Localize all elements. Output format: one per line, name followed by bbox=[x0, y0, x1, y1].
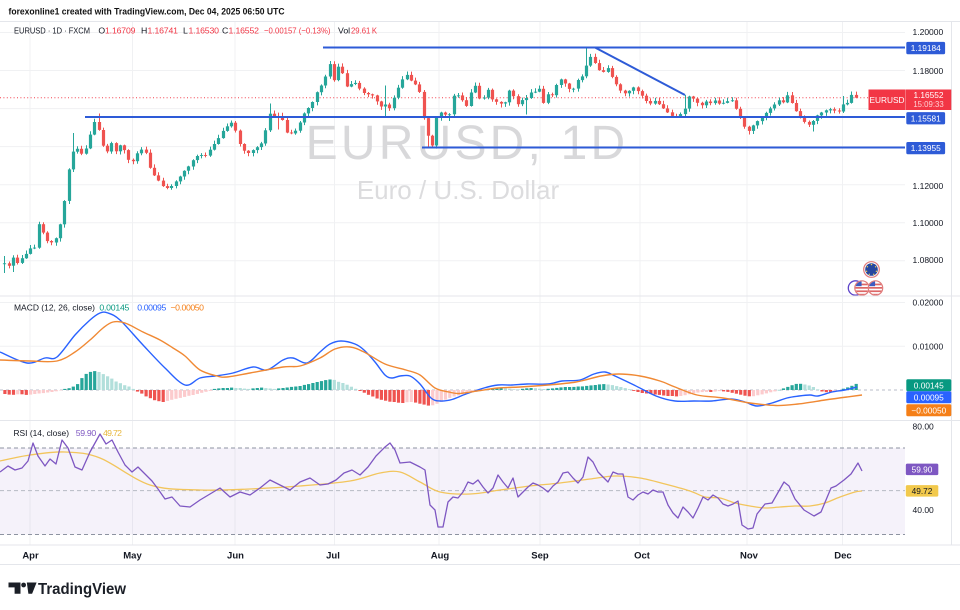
svg-text:−0.00050: −0.00050 bbox=[171, 303, 205, 313]
svg-text:Jun: Jun bbox=[227, 551, 244, 562]
svg-text:1.19184: 1.19184 bbox=[911, 43, 941, 53]
svg-text:1.16709: 1.16709 bbox=[105, 26, 136, 36]
svg-text:EURUSD, 1D: EURUSD, 1D bbox=[306, 117, 629, 170]
svg-text:40.00: 40.00 bbox=[913, 505, 935, 515]
svg-text:Dec: Dec bbox=[834, 551, 851, 562]
svg-text:EURUSD · 1D · FXCM: EURUSD · 1D · FXCM bbox=[14, 26, 90, 36]
svg-text:Euro / U.S. Dollar: Euro / U.S. Dollar bbox=[357, 175, 560, 205]
svg-text:80.00: 80.00 bbox=[913, 421, 935, 431]
svg-text:49.72: 49.72 bbox=[912, 486, 933, 496]
svg-text:15:09:33: 15:09:33 bbox=[913, 100, 943, 109]
svg-text:59.90: 59.90 bbox=[76, 428, 97, 438]
svg-text:Aug: Aug bbox=[431, 551, 450, 562]
svg-text:O: O bbox=[98, 26, 105, 36]
svg-text:Jul: Jul bbox=[326, 551, 340, 562]
svg-text:1.16741: 1.16741 bbox=[148, 26, 179, 36]
svg-text:L: L bbox=[183, 26, 188, 36]
svg-text:1.16552: 1.16552 bbox=[914, 90, 944, 100]
svg-text:1.20000: 1.20000 bbox=[913, 27, 944, 37]
svg-text:1.16530: 1.16530 bbox=[189, 26, 220, 36]
svg-text:0.00095: 0.00095 bbox=[137, 303, 166, 313]
svg-text:0.01000: 0.01000 bbox=[913, 341, 944, 351]
svg-text:1.13955: 1.13955 bbox=[911, 143, 941, 153]
svg-text:0.00095: 0.00095 bbox=[914, 392, 944, 402]
svg-text:0.00145: 0.00145 bbox=[914, 380, 944, 390]
svg-text:−0.00157 (−0.13%): −0.00157 (−0.13%) bbox=[264, 26, 331, 36]
svg-text:1.18000: 1.18000 bbox=[913, 66, 944, 76]
svg-text:RSI (14, close): RSI (14, close) bbox=[14, 428, 70, 438]
svg-text:May: May bbox=[123, 551, 142, 562]
svg-text:TradingView: TradingView bbox=[38, 581, 127, 598]
svg-text:1.15581: 1.15581 bbox=[911, 113, 941, 123]
svg-text:59.90: 59.90 bbox=[912, 464, 933, 474]
svg-text:29.61 K: 29.61 K bbox=[351, 26, 377, 36]
svg-text:49.72: 49.72 bbox=[103, 428, 122, 438]
svg-text:EURUSD: EURUSD bbox=[869, 95, 904, 105]
svg-text:1.08000: 1.08000 bbox=[913, 255, 944, 265]
svg-text:C: C bbox=[222, 26, 228, 36]
svg-text:MACD (12, 26, close): MACD (12, 26, close) bbox=[14, 303, 95, 313]
svg-text:0.00145: 0.00145 bbox=[99, 303, 129, 313]
svg-text:Vol: Vol bbox=[338, 26, 350, 36]
svg-text:Nov: Nov bbox=[740, 551, 759, 562]
svg-text:0.02000: 0.02000 bbox=[913, 298, 944, 308]
svg-text:Sep: Sep bbox=[531, 551, 549, 562]
svg-text:forexonline1 created with Trad: forexonline1 created with TradingView.co… bbox=[9, 6, 285, 16]
svg-text:1.16552: 1.16552 bbox=[229, 26, 260, 36]
svg-text:Apr: Apr bbox=[22, 551, 39, 562]
svg-text:−0.00050: −0.00050 bbox=[911, 405, 946, 415]
svg-text:Oct: Oct bbox=[634, 551, 651, 562]
svg-text:H: H bbox=[141, 26, 147, 36]
svg-text:1.10000: 1.10000 bbox=[913, 218, 944, 228]
svg-text:1.12000: 1.12000 bbox=[913, 181, 944, 191]
